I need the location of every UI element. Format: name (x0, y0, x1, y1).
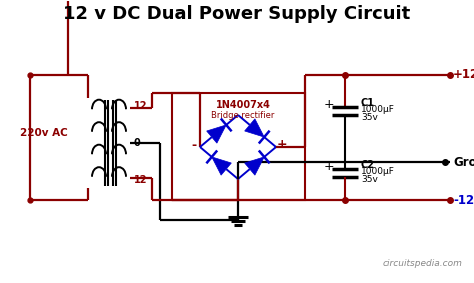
Text: circuitspedia.com: circuitspedia.com (382, 259, 462, 268)
Text: 12: 12 (134, 175, 147, 185)
Text: C2: C2 (361, 160, 375, 170)
Polygon shape (207, 125, 226, 143)
Text: +: + (277, 138, 287, 151)
Text: 12: 12 (134, 101, 147, 111)
Text: 0: 0 (134, 138, 141, 148)
Text: Bridge rectifier: Bridge rectifier (211, 110, 275, 119)
Text: +12v: +12v (453, 68, 474, 82)
Text: 12 v DC Dual Power Supply Circuit: 12 v DC Dual Power Supply Circuit (64, 5, 410, 23)
Text: 35v: 35v (361, 175, 378, 183)
Text: 220v AC: 220v AC (20, 128, 68, 138)
Text: +: + (324, 98, 334, 110)
Text: C1: C1 (361, 98, 375, 108)
Text: 35v: 35v (361, 113, 378, 121)
Text: -: - (191, 138, 197, 151)
Bar (172, 93, 305, 200)
Text: -12v: -12v (453, 194, 474, 207)
Text: Ground: Ground (453, 155, 474, 168)
Polygon shape (245, 119, 264, 137)
Polygon shape (212, 157, 231, 175)
Text: 1000μF: 1000μF (361, 106, 395, 115)
Text: +: + (324, 160, 334, 173)
Polygon shape (245, 157, 264, 175)
Text: 1N4007x4: 1N4007x4 (216, 100, 271, 110)
Text: 1000μF: 1000μF (361, 168, 395, 177)
